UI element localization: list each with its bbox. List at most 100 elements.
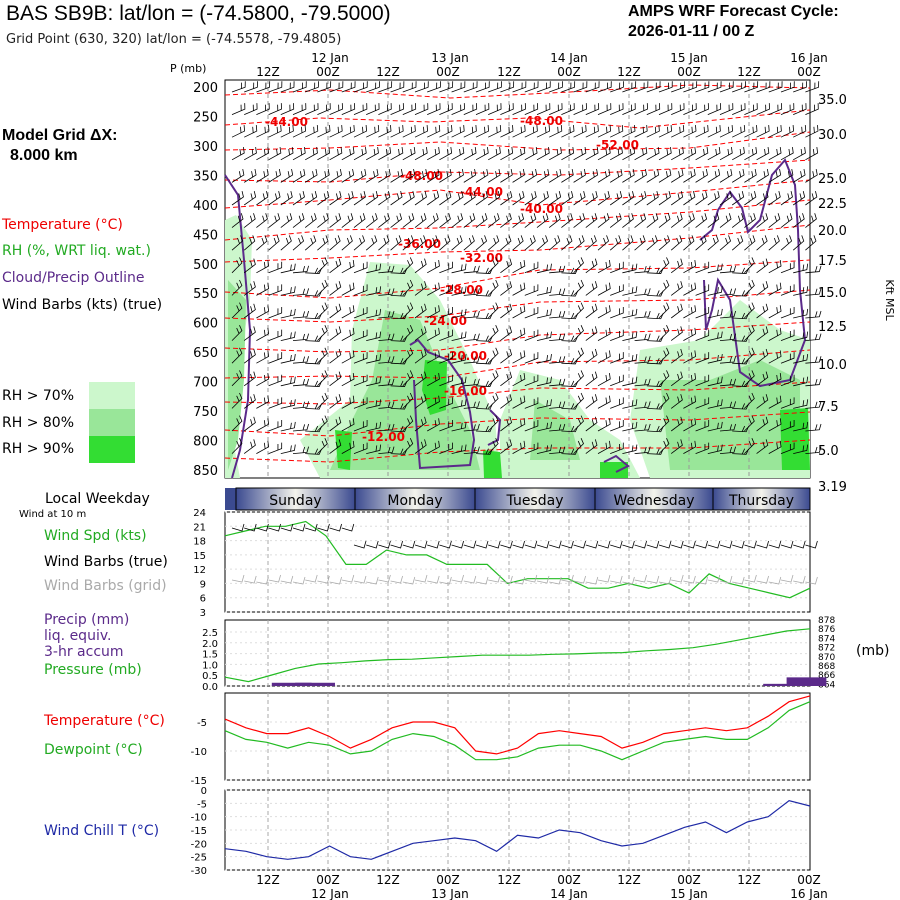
- wind-barb: [524, 103, 539, 115]
- wind-barb: [707, 169, 721, 183]
- wind-barb: [488, 81, 502, 93]
- grid-wind-barb: [610, 575, 623, 584]
- wind-barb: [695, 125, 709, 138]
- surface-wind-barb: [732, 540, 745, 549]
- wind-barb: [488, 103, 502, 115]
- wind-barb: [439, 419, 453, 432]
- top-hour-tick-6: 12Z: [617, 65, 641, 79]
- surface-wind-barb: [256, 523, 269, 532]
- precip-bar-4: [295, 682, 335, 686]
- wind-barb: [426, 169, 440, 183]
- station-title: BAS SB9B: lat/lon = (-74.5800, -79.5000): [6, 2, 391, 25]
- wind-barb: [243, 258, 256, 274]
- wind-barb: [805, 401, 822, 409]
- wind-barb: [512, 235, 524, 251]
- isotherm-12: [224, 411, 811, 437]
- wind-barb: [292, 235, 305, 251]
- wind-barb: [597, 282, 611, 296]
- wind-barb: [634, 81, 649, 93]
- wind-barb: [780, 374, 795, 387]
- wind-barb: [768, 125, 782, 138]
- wind-barb: [768, 395, 782, 409]
- wind-speed-tick-0: 3: [200, 608, 206, 619]
- wind-barb: [317, 415, 328, 432]
- wind-barb: [719, 213, 732, 228]
- wind-barb: [549, 125, 563, 138]
- surface-wind-barbs: [231, 523, 818, 585]
- wind-barb: [280, 81, 295, 93]
- wind-barb: [610, 442, 624, 454]
- wind-barb: [451, 331, 467, 341]
- wind-barb: [329, 235, 341, 251]
- wind-barb: [463, 103, 478, 115]
- wind-barb: [366, 125, 380, 138]
- wind-barb: [670, 416, 683, 432]
- wind-barb: [597, 260, 611, 274]
- wind-barb: [573, 213, 586, 228]
- wind-barb: [329, 348, 342, 364]
- bottom-hour-tick-7: 00Z: [677, 873, 701, 887]
- wind-barb: [793, 147, 806, 161]
- wind-barb: [609, 191, 623, 206]
- top-date-tick-3: 15 Jan: [670, 51, 708, 65]
- wind-barb: [256, 440, 270, 454]
- wind-barb: [707, 191, 720, 206]
- model-grid-line2: 8.000 km: [10, 147, 78, 164]
- wind-barb: [658, 415, 670, 432]
- wind-speed-tick-3: 12: [193, 565, 206, 576]
- wind-barb: [268, 147, 282, 161]
- wind-barb: [561, 81, 576, 93]
- surface-wind-barb: [707, 540, 721, 549]
- wind-barb: [744, 370, 755, 387]
- pressure-tick-right-0: 878: [818, 616, 835, 626]
- wind-barb: [597, 327, 611, 341]
- wind-barb: [231, 415, 243, 432]
- kft-tick-8: 10.0: [818, 358, 847, 373]
- wind-barb: [707, 286, 723, 296]
- wind-barb: [487, 392, 499, 409]
- pressure-tick-1: 250: [193, 110, 218, 125]
- dewpoint-points: [224, 701, 811, 760]
- grid-wind-barb: [256, 576, 269, 585]
- wind-barb: [695, 147, 709, 161]
- precip-tick-5: 0.0: [202, 682, 218, 693]
- wind-barb: [231, 392, 243, 409]
- wind-barb: [414, 191, 427, 206]
- wind-barb: [610, 329, 624, 341]
- wind-speed-tick-2: 9: [200, 579, 206, 590]
- model-grid-line1: Model Grid ΔX:: [2, 127, 118, 144]
- wind-barb: [805, 446, 822, 454]
- wind-barb: [304, 191, 318, 206]
- wind-barb: [500, 348, 513, 364]
- wind-barb: [451, 286, 467, 296]
- kft-tick-2: 25.0: [818, 172, 847, 187]
- wind-barb: [463, 378, 480, 387]
- wind-barb: [536, 147, 550, 161]
- wind-barb: [365, 191, 379, 206]
- wind-barb: [402, 257, 414, 274]
- wind-barb: [329, 258, 342, 274]
- wind-barb: [536, 81, 551, 93]
- legend-wind-barbs-grid: Wind Barbs (grid): [44, 578, 167, 594]
- windchill-tick-3: -15: [191, 826, 207, 837]
- legend-precip-line1: Precip (mm): [44, 612, 130, 628]
- wind-barb: [683, 440, 697, 454]
- wind-barb: [402, 347, 414, 364]
- wind-barb: [500, 81, 515, 93]
- surface-wind-barb: [231, 523, 245, 532]
- wind-barb: [231, 213, 244, 228]
- rh90-region-3: [780, 408, 810, 470]
- surface-wind-barb: [500, 540, 513, 549]
- wind-barb: [524, 419, 539, 432]
- wind-barb: [317, 279, 328, 296]
- pressure-tick-right-5: 868: [818, 662, 835, 672]
- wind-barb: [231, 347, 243, 364]
- wind-barb: [756, 147, 770, 161]
- wind-barb: [231, 438, 243, 454]
- wind-barb: [512, 418, 526, 432]
- wind-barb: [707, 103, 722, 115]
- wind-barb: [366, 286, 382, 296]
- wind-barb: [793, 399, 809, 409]
- kft-tick-10: 5.0: [818, 444, 839, 459]
- pressure-tick-0: 200: [193, 81, 218, 96]
